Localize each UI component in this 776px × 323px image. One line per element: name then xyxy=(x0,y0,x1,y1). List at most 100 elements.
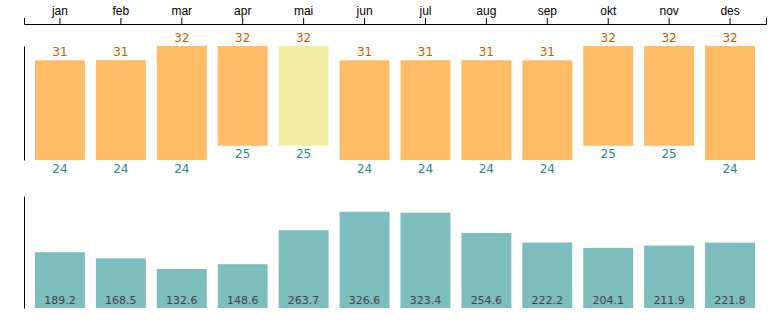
data-label: 263.7 xyxy=(288,294,320,307)
data-label: 32 xyxy=(235,31,250,45)
x-tick: mar xyxy=(171,4,192,24)
x-tick: okt xyxy=(600,4,617,24)
x-tick-label: jul xyxy=(418,4,431,18)
data-label: 24 xyxy=(174,162,189,176)
rain-bar xyxy=(340,212,390,308)
x-tick-mark xyxy=(730,18,731,24)
data-label: 25 xyxy=(235,147,250,161)
x-tick-mark xyxy=(425,18,426,24)
data-label: 326.6 xyxy=(349,294,381,307)
chart: jan feb mar apr mai jun jul aug sep okt nov des 31 31… xyxy=(0,0,776,323)
x-tick-mark xyxy=(364,18,365,24)
x-tick: des xyxy=(720,4,739,24)
x-tick-mark xyxy=(608,18,609,24)
x-tick: jun xyxy=(356,4,373,24)
x-tick-label: jan xyxy=(51,4,68,18)
data-label: 132.6 xyxy=(166,294,198,307)
x-axis-line xyxy=(25,18,767,25)
x-tick: apr xyxy=(234,4,251,24)
rain-bar xyxy=(583,248,633,308)
x-tick-label: apr xyxy=(234,4,251,18)
rain-bar xyxy=(522,243,572,308)
data-label: 25 xyxy=(661,147,676,161)
x-tick-label: okt xyxy=(600,4,617,18)
data-label: 32 xyxy=(661,31,676,45)
x-tick-label: aug xyxy=(476,4,496,18)
temp-bar xyxy=(218,46,268,146)
y-axis xyxy=(24,47,25,161)
x-tick: jul xyxy=(418,4,431,24)
data-label: 189.2 xyxy=(44,294,76,307)
x-tick-mark xyxy=(486,18,487,24)
x-tick-mark xyxy=(59,18,60,24)
temp-bar xyxy=(522,60,572,160)
temp-bars xyxy=(35,46,755,160)
temp-bar xyxy=(340,60,390,160)
y2-axis-line xyxy=(24,197,25,309)
x-tick-label: sep xyxy=(538,4,558,18)
data-label: 25 xyxy=(296,147,311,161)
data-label: 24 xyxy=(357,162,372,176)
temp-bar xyxy=(705,46,755,160)
x-tick: jan xyxy=(51,4,68,24)
x-tick-mark xyxy=(181,18,182,24)
x-tick-mark xyxy=(547,18,548,24)
data-label: 31 xyxy=(418,45,433,59)
data-label: 31 xyxy=(113,45,128,59)
x-tick-mark xyxy=(242,18,243,24)
rain-bar xyxy=(400,213,450,308)
data-label: 32 xyxy=(722,31,737,45)
rain-bars xyxy=(35,212,755,308)
temp-bar xyxy=(583,46,633,146)
data-label: 254.6 xyxy=(471,294,503,307)
data-label: 31 xyxy=(540,45,555,59)
data-label: 24 xyxy=(540,162,555,176)
data-label: 32 xyxy=(296,31,311,45)
data-label: 204.1 xyxy=(592,294,624,307)
x-tick-mark xyxy=(669,18,670,24)
x-tick-label: jun xyxy=(356,4,373,18)
x-tick-label: des xyxy=(720,4,739,18)
data-label: 211.9 xyxy=(653,294,685,307)
rain-bar xyxy=(279,230,329,308)
rain-bar xyxy=(705,243,755,308)
x-tick: aug xyxy=(476,4,496,24)
data-label: 24 xyxy=(722,162,737,176)
temp-bar xyxy=(461,60,511,160)
data-label: 32 xyxy=(174,31,189,45)
data-label: 323.4 xyxy=(410,294,442,307)
rain-bar xyxy=(644,246,694,308)
y-axis-line xyxy=(24,47,25,161)
x-tick-mark xyxy=(120,18,121,24)
data-label: 25 xyxy=(601,147,616,161)
y2-axis xyxy=(24,197,25,309)
rain-bar xyxy=(35,252,85,308)
data-label: 31 xyxy=(357,45,372,59)
x-tick: sep xyxy=(538,4,558,24)
data-label: 31 xyxy=(479,45,494,59)
temp-bar xyxy=(644,46,694,146)
temp-bar xyxy=(157,46,207,160)
temp-bar xyxy=(35,60,85,160)
temp-bar xyxy=(96,60,146,160)
data-label: 24 xyxy=(479,162,494,176)
data-label: 24 xyxy=(52,162,67,176)
x-tick: nov xyxy=(659,4,678,24)
data-label: 148.6 xyxy=(227,294,259,307)
data-label: 168.5 xyxy=(105,294,137,307)
data-label: 32 xyxy=(601,31,616,45)
x-tick-mark xyxy=(303,18,304,24)
data-label: 222.2 xyxy=(532,294,564,307)
x-tick: mai xyxy=(294,4,313,24)
x-axis: jan feb mar apr mai jun jul aug sep okt nov des xyxy=(25,4,767,25)
x-tick-label: mar xyxy=(171,4,192,18)
data-label: 24 xyxy=(418,162,433,176)
x-tick-label: mai xyxy=(294,4,313,18)
temp-bar xyxy=(400,60,450,160)
rain-bar xyxy=(96,258,146,308)
x-tick-label: nov xyxy=(659,4,678,18)
data-label: 24 xyxy=(113,162,128,176)
x-tick: feb xyxy=(113,4,130,24)
rain-bar xyxy=(157,269,207,308)
rain-bar xyxy=(218,264,268,308)
